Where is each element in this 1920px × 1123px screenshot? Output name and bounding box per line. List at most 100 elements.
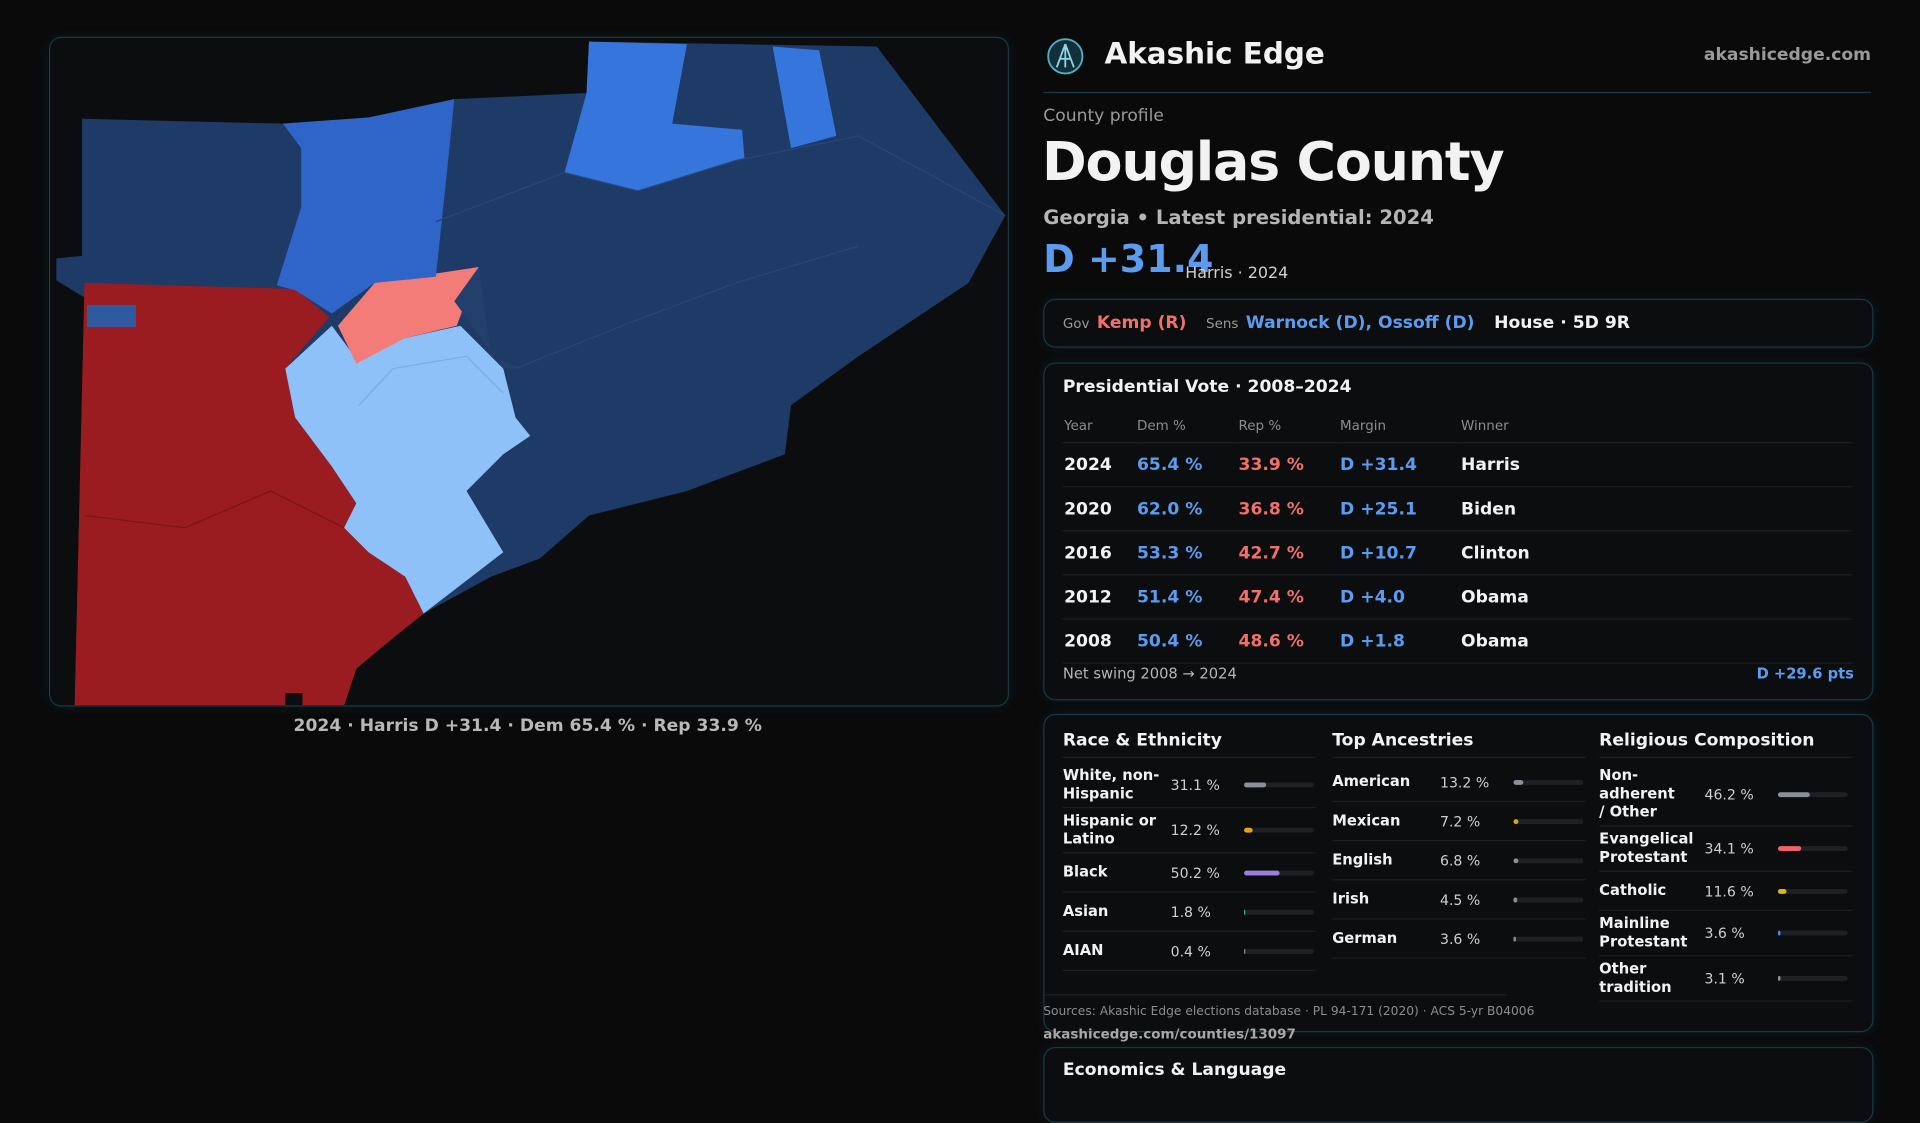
- demo-value: 13.2 %: [1440, 773, 1490, 791]
- vote-cell: D +4.0: [1338, 574, 1460, 620]
- officials-panel: Gov Kemp (R) Sens Warnock (D), Ossoff (D…: [1043, 298, 1874, 348]
- column-header: Year: [1062, 407, 1136, 444]
- demo-row: Other tradition 3.1 %: [1599, 956, 1853, 1002]
- map-notch: [285, 693, 303, 706]
- sens-label: Sens: [1206, 315, 1239, 332]
- bar-track: [1244, 948, 1314, 954]
- bar: [1244, 909, 1246, 915]
- vote-cell: Clinton: [1459, 530, 1853, 576]
- bar-track: [1513, 779, 1584, 785]
- demo-column: Race & Ethnicity White, non-Hispanic 31.1 …: [1062, 725, 1317, 972]
- sources: Sources: Akashic Edge elections database…: [1043, 1005, 1535, 1019]
- vote-cell: 36.8 %: [1237, 486, 1339, 532]
- vote-cell: D +10.7: [1338, 530, 1460, 576]
- bar: [1777, 846, 1802, 852]
- demo-value: 0.4 %: [1170, 942, 1211, 960]
- vote-cell: 53.3 %: [1135, 530, 1238, 576]
- vote-cell: 50.4 %: [1135, 618, 1238, 664]
- governor: Kemp (R): [1096, 313, 1187, 334]
- bar: [1513, 818, 1519, 824]
- map-region: [285, 325, 531, 614]
- demo-row: German 3.6 %: [1332, 920, 1586, 959]
- column-header: Rep %: [1237, 407, 1339, 444]
- bar: [1244, 827, 1253, 833]
- vote-cell: 62.0 %: [1135, 486, 1238, 532]
- bar: [1777, 791, 1811, 797]
- bar: [1244, 948, 1246, 954]
- demo-name: Catholic: [1599, 881, 1667, 899]
- vote-cell: 2012: [1062, 574, 1136, 620]
- demo-value: 12.2 %: [1170, 821, 1220, 839]
- demo-name: Evangelical Protestant: [1599, 830, 1694, 866]
- vote-cell: 65.4 %: [1135, 442, 1238, 488]
- demo-name: Non-adherent / Other: [1599, 766, 1675, 821]
- demo-value: 7.2 %: [1440, 812, 1481, 830]
- demo-value: 31.1 %: [1170, 776, 1220, 794]
- bar-track: [1513, 896, 1584, 902]
- bar-track: [1777, 930, 1848, 936]
- economics-panel: Economics & Language: [1043, 1046, 1874, 1123]
- divider: [1043, 91, 1872, 94]
- vote-cell: Harris: [1459, 442, 1853, 488]
- bar-track: [1244, 782, 1314, 788]
- demo-row: Asian 1.8 %: [1062, 893, 1317, 932]
- bar: [1777, 888, 1787, 894]
- page-url[interactable]: akashicedge.com/counties/13097: [1043, 1026, 1296, 1043]
- margin-note: Harris · 2024: [1185, 264, 1289, 283]
- bar-track: [1513, 857, 1584, 863]
- map-boundary: [435, 135, 1006, 223]
- demo-name: Hispanic or Latino: [1062, 811, 1157, 848]
- column-header: Dem %: [1135, 407, 1238, 444]
- demo-value: 50.2 %: [1170, 863, 1220, 882]
- demo-value: 34.1 %: [1704, 840, 1754, 858]
- demo-name: German: [1332, 929, 1398, 947]
- demo-row: English 6.8 %: [1332, 841, 1586, 881]
- county-map: [56, 41, 1006, 706]
- bar: [1513, 779, 1523, 785]
- bar-track: [1244, 827, 1314, 833]
- map-panel: [48, 36, 1009, 707]
- map-region: [564, 41, 745, 192]
- demo-name: Black: [1062, 863, 1108, 881]
- demo-name: Mainline Protestant: [1599, 914, 1688, 951]
- bar-track: [1777, 888, 1848, 894]
- demo-name: Asian: [1062, 902, 1109, 920]
- demo-value: 6.8 %: [1440, 851, 1481, 869]
- map-region: [772, 46, 837, 149]
- map-boundary: [84, 490, 345, 529]
- column-header: Winner: [1459, 407, 1853, 444]
- vote-cell: 2016: [1062, 530, 1136, 576]
- kicker: County profile: [1043, 106, 1164, 127]
- demo-name: American: [1332, 772, 1411, 790]
- site-link[interactable]: akashicedge.com: [1703, 45, 1872, 65]
- map-region: [337, 266, 479, 364]
- vote-cell: Biden: [1459, 486, 1853, 532]
- bar-track: [1777, 846, 1848, 852]
- vote-cell: 48.6 %: [1237, 618, 1339, 664]
- swing-label: Net swing 2008 → 2024: [1062, 664, 1237, 683]
- swing-value: D +29.6 pts: [1756, 664, 1854, 683]
- demo-row: Mexican 7.2 %: [1332, 802, 1586, 842]
- demo-row: White, non-Hispanic 31.1 %: [1062, 763, 1317, 809]
- vote-table: Year Dem % Rep % Margin Winner 2024 65.4 % 33.9…: [1062, 407, 1853, 664]
- demo-name: Irish: [1332, 890, 1370, 908]
- vote-cell: 33.9 %: [1237, 442, 1339, 488]
- subtitle: Georgia • Latest presidential: 2024: [1043, 205, 1434, 229]
- demo-row: Evangelical Protestant 34.1 %: [1599, 827, 1853, 872]
- bar-track: [1244, 870, 1314, 875]
- demo-value: 3.1 %: [1704, 969, 1745, 987]
- brand: Akashic Edge: [1104, 36, 1325, 72]
- demo-row: Catholic 11.6 %: [1599, 872, 1853, 912]
- map-region: [276, 99, 455, 314]
- vote-row: 2024 65.4 % 33.9 % D +31.4 Harris: [1062, 442, 1853, 488]
- map-boundary: [515, 245, 859, 370]
- demo-value: 3.6 %: [1440, 930, 1481, 948]
- vote-row: 2008 50.4 % 48.6 % D +1.8 Obama: [1062, 618, 1853, 664]
- vote-cell: 2024: [1062, 442, 1136, 488]
- demo-value: 1.8 %: [1170, 903, 1211, 921]
- bar: [1244, 782, 1266, 788]
- bar: [1513, 857, 1519, 863]
- bar-track: [1513, 936, 1584, 942]
- bar: [1777, 930, 1781, 936]
- economics-title: Economics & Language: [1062, 1060, 1287, 1080]
